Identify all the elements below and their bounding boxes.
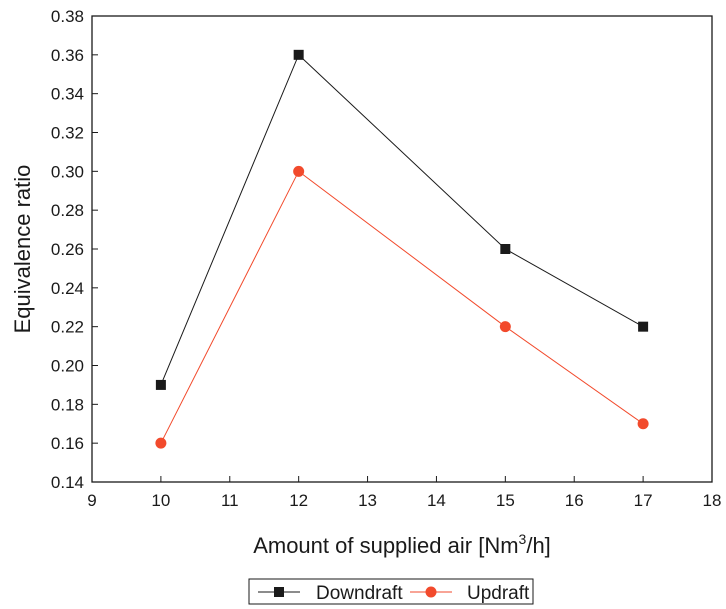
y-tick-label: 0.14 (51, 473, 84, 492)
x-axis-label-main: Amount of supplied air [Nm (253, 533, 518, 558)
plot-frame (91, 15, 713, 483)
updraft-point (155, 437, 167, 449)
legend-updraft-label: Updraft (467, 583, 530, 604)
y-tick-label: 0.32 (51, 124, 84, 143)
legend: Downdraft Updraft (248, 578, 534, 605)
downdraft-point (500, 244, 511, 254)
y-tick-label: 0.22 (51, 318, 84, 337)
y-tick-label: 0.24 (51, 279, 84, 298)
legend-downdraft-marker (274, 587, 284, 597)
x-axis-label: Amount of supplied air [Nm3/h] (253, 531, 551, 558)
updraft-point (293, 165, 305, 177)
x-tick-label: 14 (427, 491, 446, 510)
updraft-point (637, 418, 649, 430)
x-tick-label: 10 (151, 491, 170, 510)
y-tick-label: 0.38 (51, 7, 84, 26)
downdraft-point (155, 379, 166, 390)
downdraft-point (293, 49, 304, 60)
y-axis-label: Equivalence ratio (10, 165, 35, 334)
x-axis-label-tail: /h] (526, 533, 550, 558)
updraft-point (499, 321, 511, 333)
y-tick-label: 0.16 (51, 434, 84, 453)
x-tick-label: 17 (634, 491, 653, 510)
series-layer (155, 49, 649, 449)
y-tick-label: 0.34 (51, 85, 84, 104)
x-axis-label-superscript: 3 (519, 531, 527, 547)
x-tick-label: 11 (221, 491, 239, 510)
legend-downdraft-label: Downdraft (316, 583, 403, 604)
y-tick-label: 0.30 (51, 162, 84, 181)
x-tick-label: 15 (496, 491, 515, 510)
ticks-layer: 9 10 11 12 13 14 15 16 17 18 0.14 0.16 0.18 0.20 0.22 0… (51, 7, 722, 510)
y-tick-label: 0.18 (51, 395, 84, 414)
updraft-series-line (160, 170, 644, 444)
y-tick-label: 0.20 (51, 357, 84, 376)
x-tick-label: 12 (289, 491, 308, 510)
x-tick-label: 18 (703, 491, 722, 510)
y-tick-label: 0.26 (51, 240, 84, 259)
x-tick-label: 13 (358, 491, 377, 510)
x-tick-label: 16 (565, 491, 584, 510)
downdraft-point (638, 321, 649, 332)
y-tick-label: 0.28 (51, 201, 84, 220)
downdraft-series-line (160, 53, 644, 386)
x-tick-label: 9 (87, 491, 96, 510)
y-tick-label: 0.36 (51, 46, 84, 65)
legend-updraft-marker (425, 586, 437, 598)
